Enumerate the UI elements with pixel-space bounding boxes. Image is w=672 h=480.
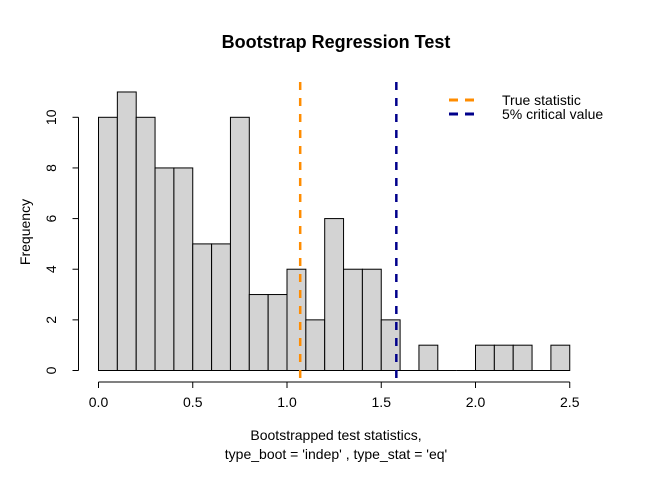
histogram-bar	[550, 344, 571, 371]
x-axis-tick-label: 0.0	[89, 394, 109, 410]
chart-title: Bootstrap Regression Test	[222, 32, 451, 52]
y-axis: 0 2 4 6 8 10	[43, 109, 79, 374]
y-axis-label: Frequency	[17, 199, 33, 265]
reference-lines	[298, 82, 398, 382]
histogram-bar	[248, 294, 269, 372]
x-axis-tick-label: 1.0	[277, 394, 297, 410]
x-axis-tick-label: 2.0	[466, 394, 486, 410]
histogram-bar	[98, 116, 118, 371]
histogram-bar	[324, 218, 345, 371]
y-axis-tick-label: 0	[43, 366, 59, 374]
legend-label-critical-value: 5% critical value	[502, 106, 603, 122]
histogram-bar	[343, 268, 363, 371]
x-axis-label-line1: Bootstrapped test statistics,	[250, 427, 421, 443]
y-axis-tick-label: 4	[43, 265, 59, 273]
histogram-bar	[211, 243, 231, 371]
histogram-bar	[267, 294, 288, 372]
y-axis-tick-label: 2	[43, 316, 59, 324]
x-axis-tick-label: 2.5	[560, 394, 580, 410]
histogram-bar	[475, 344, 495, 371]
x-axis: 0.0 0.5 1.0 1.5 2.0 2.5	[89, 381, 580, 410]
histogram-bar	[286, 268, 307, 371]
histogram-bar	[192, 243, 213, 371]
y-axis-tick-label: 6	[43, 214, 59, 222]
histogram-bar	[229, 116, 250, 371]
histogram-bar	[154, 167, 175, 371]
histogram-bar	[361, 268, 382, 371]
y-axis-tick-label: 10	[43, 109, 59, 125]
histogram-bar	[493, 344, 514, 371]
histogram-bar	[116, 91, 137, 371]
legend: True statistic 5% critical value	[449, 92, 603, 122]
histogram-bar	[135, 116, 156, 371]
histogram-bar	[418, 344, 439, 371]
x-axis-tick-label: 0.5	[183, 394, 203, 410]
y-axis-tick-label: 8	[43, 164, 59, 172]
histogram-bar	[512, 344, 533, 371]
histogram-bars	[98, 91, 571, 372]
x-axis-tick-label: 1.5	[372, 394, 392, 410]
legend-label-true-statistic: True statistic	[502, 92, 581, 108]
histogram-bar	[173, 167, 194, 371]
x-axis-label-line2: type_boot = 'indep' , type_stat = 'eq'	[225, 446, 447, 462]
histogram-bar	[305, 319, 326, 371]
